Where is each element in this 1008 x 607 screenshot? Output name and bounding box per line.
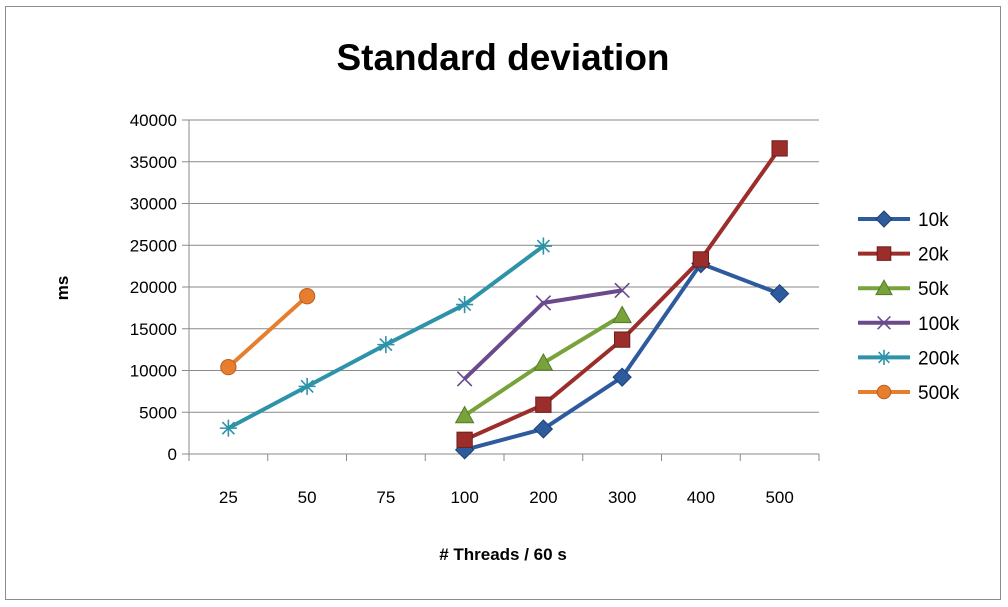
legend-item-20k: 20k bbox=[858, 245, 949, 266]
legend-label: 200k bbox=[918, 348, 960, 369]
series-200k bbox=[219, 237, 552, 437]
legend-item-200k: 200k bbox=[858, 348, 960, 369]
gridlines bbox=[189, 119, 819, 413]
series-10k bbox=[454, 253, 790, 460]
x-tick-label: 400 bbox=[687, 488, 715, 507]
data-point-50k bbox=[454, 405, 475, 424]
chart-title: Standard deviation bbox=[336, 37, 669, 78]
y-tick-labels: 0 5000 10000 15000 20000 25000 30000 35000 40000 bbox=[130, 111, 177, 464]
legend-item-10k: 10k bbox=[858, 210, 949, 231]
data-point-50k bbox=[612, 305, 632, 324]
x-tick-label: 50 bbox=[298, 488, 317, 507]
legend-marker-20k bbox=[876, 246, 892, 261]
y-tick-label: 10000 bbox=[130, 362, 177, 381]
data-point-50k bbox=[533, 352, 554, 371]
series-layer bbox=[219, 140, 790, 460]
y-tick-label: 0 bbox=[168, 445, 177, 464]
x-tick-label: 25 bbox=[219, 488, 238, 507]
data-point-100k bbox=[614, 282, 630, 299]
series-line-500k bbox=[227, 294, 309, 369]
y-tick-label: 40000 bbox=[130, 111, 177, 130]
legend-item-50k: 50k bbox=[858, 279, 949, 300]
legend-item-100k: 100k bbox=[858, 314, 960, 335]
y-tick-label: 5000 bbox=[139, 403, 177, 422]
series-50k bbox=[454, 305, 632, 424]
y-tick-label: 25000 bbox=[130, 236, 177, 255]
data-point-200k bbox=[298, 377, 316, 395]
data-point-10k bbox=[612, 367, 632, 387]
axes bbox=[182, 119, 820, 461]
data-point-10k bbox=[769, 283, 790, 304]
series-500k bbox=[220, 288, 316, 376]
series-line-20k bbox=[463, 147, 782, 442]
legend-item-500k: 500k bbox=[858, 383, 960, 404]
legend-label: 10k bbox=[918, 210, 949, 231]
legend-marker-200k bbox=[876, 349, 892, 365]
legend-label: 100k bbox=[918, 314, 960, 335]
y-tick-label: 15000 bbox=[130, 320, 177, 339]
y-tick-label: 20000 bbox=[130, 278, 177, 297]
legend-label: 500k bbox=[918, 383, 960, 404]
series-20k bbox=[456, 140, 788, 448]
legend-label: 50k bbox=[918, 279, 949, 300]
data-point-500k bbox=[220, 359, 237, 376]
y-tick-label: 35000 bbox=[130, 153, 177, 172]
x-tick-label: 75 bbox=[376, 488, 395, 507]
data-point-200k bbox=[456, 295, 474, 314]
data-point-20k bbox=[535, 396, 552, 413]
legend: 10k 20k 50k 100k 200k 500k bbox=[858, 210, 960, 404]
y-axis-label: ms bbox=[53, 276, 72, 301]
legend-marker-50k bbox=[875, 279, 893, 296]
data-point-200k bbox=[377, 336, 395, 354]
series-100k bbox=[456, 282, 630, 387]
legend-marker-500k bbox=[876, 384, 892, 400]
x-tick-labels: 25 50 75 100 200 300 400 500 bbox=[219, 488, 794, 507]
x-axis-label: # Threads / 60 s bbox=[439, 545, 567, 564]
chart-frame bbox=[5, 6, 1001, 600]
data-point-100k bbox=[456, 371, 473, 387]
legend-marker-10k bbox=[875, 210, 893, 228]
x-tick-label: 500 bbox=[765, 488, 793, 507]
legend-marker-100k bbox=[877, 315, 891, 330]
x-tick-label: 200 bbox=[529, 488, 557, 507]
x-tick-label: 100 bbox=[450, 488, 478, 507]
data-point-20k bbox=[692, 251, 710, 268]
data-point-200k bbox=[219, 419, 237, 437]
data-point-20k bbox=[771, 140, 788, 157]
data-point-10k bbox=[533, 419, 554, 439]
y-tick-label: 30000 bbox=[130, 195, 177, 214]
data-point-200k bbox=[534, 237, 552, 255]
data-point-100k bbox=[535, 295, 552, 311]
data-point-500k bbox=[298, 288, 316, 305]
data-point-20k bbox=[613, 331, 631, 348]
legend-label: 20k bbox=[918, 245, 949, 266]
x-tick-label: 300 bbox=[608, 488, 636, 507]
data-point-20k bbox=[456, 431, 473, 448]
